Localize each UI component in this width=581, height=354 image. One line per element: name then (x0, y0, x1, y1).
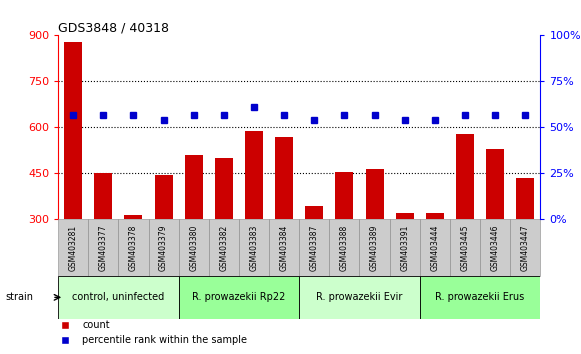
Text: GSM403391: GSM403391 (400, 224, 409, 271)
Bar (179, 276, 299, 319)
Text: GSM403382: GSM403382 (220, 225, 228, 271)
Bar (179, 219, 209, 276)
Bar (480, 219, 510, 276)
Text: GSM403281: GSM403281 (69, 225, 78, 271)
Bar (390, 219, 420, 276)
Text: GDS3848 / 40318: GDS3848 / 40318 (58, 21, 169, 34)
Text: GSM403447: GSM403447 (521, 224, 530, 271)
Bar (58, 219, 88, 276)
Text: GSM403383: GSM403383 (249, 224, 259, 271)
Text: GSM403444: GSM403444 (431, 224, 439, 271)
Text: strain: strain (6, 292, 34, 302)
Bar (299, 219, 329, 276)
Bar (486, 149, 504, 219)
Bar (510, 219, 540, 276)
Text: GSM403384: GSM403384 (279, 224, 289, 271)
Bar (299, 276, 420, 319)
Bar (124, 215, 142, 219)
Bar (239, 219, 269, 276)
Bar (215, 158, 233, 219)
Text: GSM403389: GSM403389 (370, 224, 379, 271)
Bar (420, 276, 540, 319)
Text: GSM403388: GSM403388 (340, 225, 349, 271)
Bar (94, 173, 112, 219)
Text: R. prowazekii Erus: R. prowazekii Erus (435, 292, 525, 302)
Text: GSM403378: GSM403378 (129, 224, 138, 271)
Bar (426, 213, 444, 219)
Bar (155, 175, 173, 219)
Bar (335, 172, 353, 219)
Bar (360, 219, 390, 276)
Text: GSM403379: GSM403379 (159, 224, 168, 271)
Bar (209, 219, 239, 276)
Bar (305, 206, 324, 219)
Bar (245, 131, 263, 219)
Bar (119, 219, 149, 276)
Text: R. prowazekii Rp22: R. prowazekii Rp22 (192, 292, 286, 302)
Legend: count, percentile rank within the sample: count, percentile rank within the sample (51, 316, 252, 349)
Bar (420, 219, 450, 276)
Bar (450, 219, 480, 276)
Bar (275, 137, 293, 219)
Bar (88, 219, 119, 276)
Bar (64, 41, 83, 219)
Text: GSM403445: GSM403445 (461, 224, 469, 271)
Text: GSM403380: GSM403380 (189, 224, 198, 271)
Text: R. prowazekii Evir: R. prowazekii Evir (316, 292, 403, 302)
Bar (365, 169, 383, 219)
Bar (516, 178, 535, 219)
Bar (149, 219, 179, 276)
Text: GSM403387: GSM403387 (310, 224, 319, 271)
Text: control, uninfected: control, uninfected (72, 292, 164, 302)
Bar (58, 276, 179, 319)
Bar (396, 213, 414, 219)
Text: GSM403377: GSM403377 (99, 224, 108, 271)
Bar (329, 219, 360, 276)
Bar (185, 155, 203, 219)
Text: GSM403446: GSM403446 (490, 224, 500, 271)
Bar (269, 219, 299, 276)
Bar (456, 133, 474, 219)
